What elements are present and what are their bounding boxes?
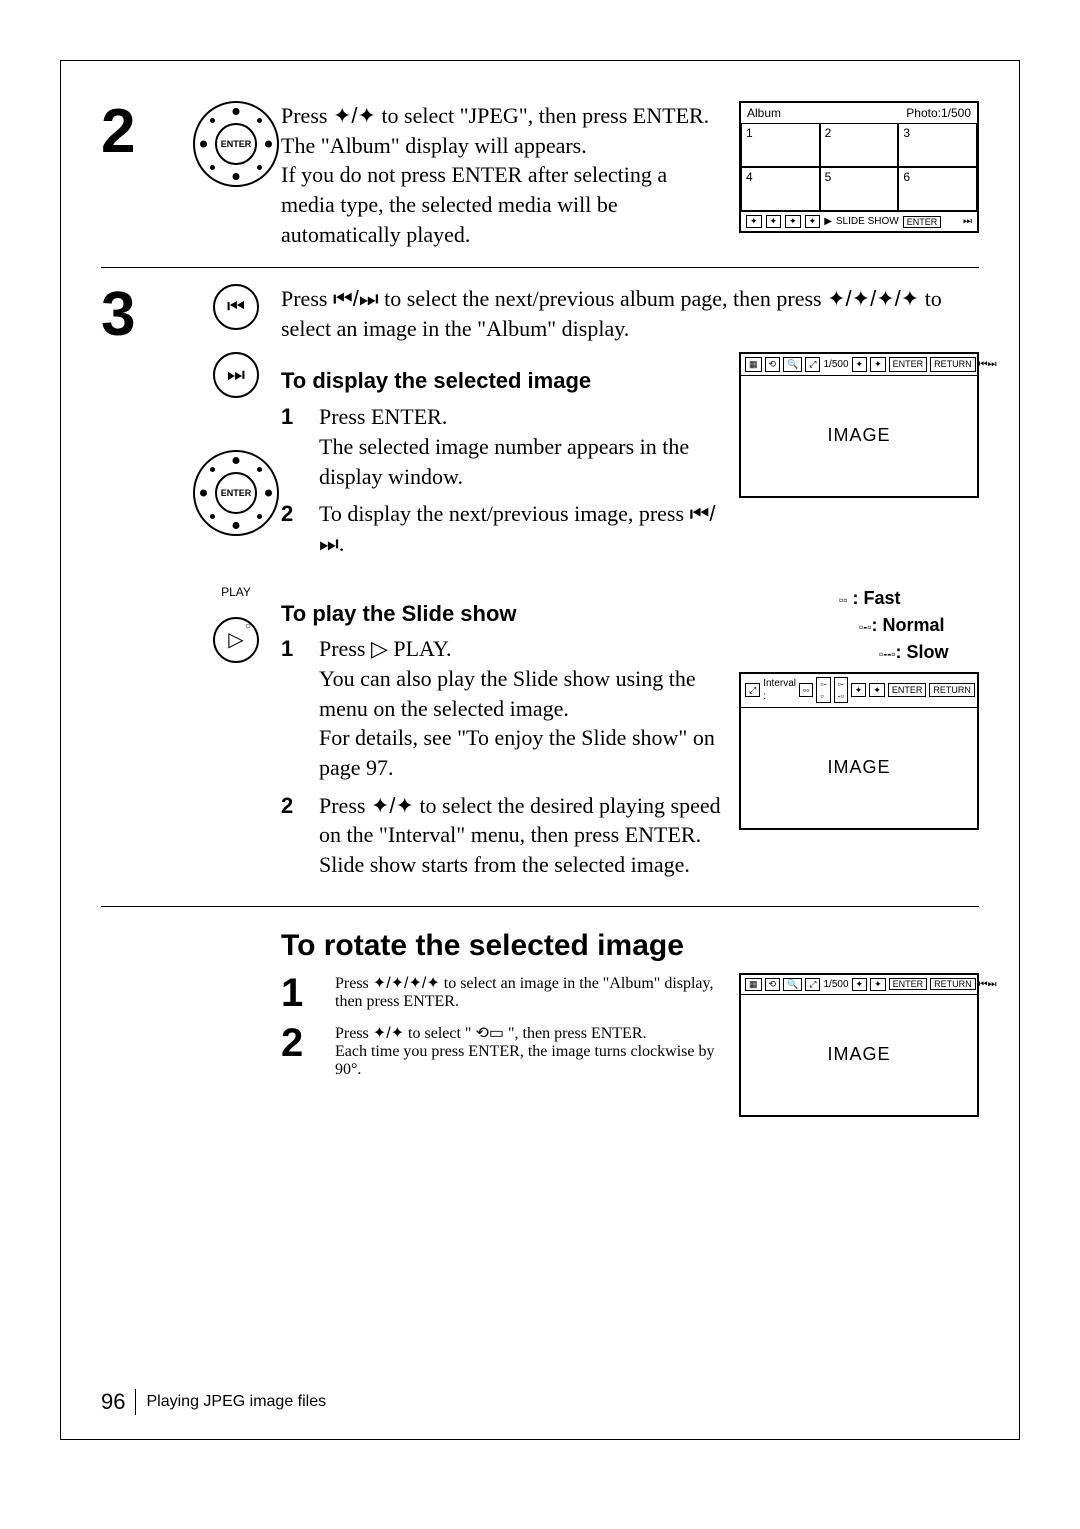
text: ", then press ENTER. [508,1025,647,1042]
slideshow-label: SLIDE SHOW [836,216,899,227]
play-button-icon: ○ ▷ [213,617,259,663]
separator [101,267,979,268]
enter-button-label: ENTER [215,472,257,514]
next-icon: ⏭ [227,364,245,387]
play-icon: ▷ [371,636,388,661]
leftright-icon: ✦/✦ [371,793,414,818]
text: to select "JPEG", then press ENTER. [381,103,709,128]
text: Press [281,286,333,311]
album-cell: 3 [898,123,977,167]
slideshow-body: To play the Slide show 1 Press ▷ PLAY. Y… [281,585,979,888]
page-frame: 2 ENTER Press ✦/✦ to select "JPEG", then… [60,60,1020,1440]
page-footer: 96 Playing JPEG image files [101,1389,326,1415]
slow-label: : Slow [896,642,949,662]
text: Press ENTER. [319,404,447,429]
enter-box: ENTER [888,683,927,697]
play-icon-col: PLAY ○ ▷ [191,585,281,663]
text: Slide show starts from the selected imag… [319,852,690,877]
step-2-icons: ENTER [191,101,281,187]
return-box: RETURN [930,357,976,371]
image-placeholder: IMAGE [741,708,977,828]
album-cell: 5 [820,167,899,211]
text: PLAY. [393,636,451,661]
step-number-2: 2 [101,101,191,163]
album-figure: Album Photo:1/500 1 2 3 4 5 6 ✦✦✦✦ ▶ SLI… [739,101,979,233]
play-icon: ▷ [228,627,243,652]
enter-box: ENTER [889,978,928,990]
allfour-icon: ✦/✦/✦/✦ [373,975,440,992]
return-box: RETURN [929,683,975,697]
text: The "Album" display will appears. [281,131,721,161]
text: Press [319,636,371,661]
play-label: PLAY [221,585,251,599]
album-counter: Photo:1/500 [906,106,971,120]
step-3-icons-top: ⏮ [191,284,281,330]
section-heading-rotate: To rotate the selected image [281,929,979,963]
leftright-icon: ✦/✦ [373,1025,404,1042]
enter-box: ENTER [903,216,942,228]
display-selected-body: To display the selected image 1 Press EN… [281,352,979,566]
image-placeholder: IMAGE [741,376,977,496]
enter-box: ENTER [889,357,928,371]
fast-label: : Fast [853,588,901,608]
interval-prefix: Interval : [763,677,796,704]
separator [101,906,979,907]
chapter-title: Playing JPEG image files [146,1393,326,1411]
divider [135,1389,136,1415]
step-2: 2 ENTER Press ✦/✦ to select "JPEG", then… [101,101,979,249]
text: to select " [408,1025,471,1042]
step-2-body: Press ✦/✦ to select "JPEG", then press E… [281,101,721,249]
rotate-icon: ⟲▭ [475,1025,504,1042]
next-icon: ⏭ [963,216,972,227]
normal-label: : Normal [872,615,945,635]
text: Press [335,975,373,992]
rotate-section: To rotate the selected image 1 Press ✦/✦… [281,929,979,1117]
enter-button-label: ENTER [215,123,257,165]
image-placeholder: IMAGE [741,995,977,1115]
album-cell: 1 [741,123,820,167]
prev-icon: ⏮ [227,296,245,319]
subheading-slideshow: To play the Slide show [281,599,721,629]
display-selected-block: ⏭ ENTER To display the selected image 1 … [101,352,979,566]
image-display-figure: ▦⟲🔍⤢ 1/500 ✦✦ ENTER RETURN ⏮⏭ IMAGE [739,352,979,497]
text: To display the next/previous image, pres… [319,501,690,526]
counter: 1/500 [823,358,848,372]
text: Press [281,103,333,128]
slideshow-block: PLAY ○ ▷ To play the Slide show 1 Press … [101,585,979,888]
album-title: Album [747,106,781,120]
next-button-icon: ⏭ [213,352,259,398]
prev-button-icon: ⏮ [213,284,259,330]
dpad-enter-icon: ENTER [193,450,279,536]
dpad-enter-icon: ENTER [193,101,279,187]
text: If you do not press ENTER after selectin… [281,160,721,249]
text: to select the next/previous album page, … [384,286,827,311]
step-3-intro: Press ⏮/⏭ to select the next/previous al… [281,284,979,343]
subheading-display: To display the selected image [281,366,721,396]
step-3-icons-mid: ⏭ ENTER [191,352,281,536]
counter: 1/500 [823,979,848,990]
text: The selected image number appears in the… [319,434,689,489]
interval-figure: ⤢ Interval : ▫▫▫-▫▫--▫ ✦✦ ENTER RETURN I… [739,672,979,830]
album-cell: 4 [741,167,820,211]
text: Each time you press ENTER, the image tur… [335,1043,721,1079]
album-cell: 2 [820,123,899,167]
speed-labels: ▫▫ : Fast ▫-▫: Normal ▫--▫: Slow [739,585,979,666]
page-number: 96 [101,1389,125,1415]
rotate-figure: ▦⟲🔍⤢ 1/500 ✦✦ ENTER RETURN ⏮⏭ IMAGE [739,973,979,1117]
return-box: RETURN [930,978,976,990]
updown-icon: ✦/✦ [333,103,376,128]
allfour-icon: ✦/✦/✦/✦ [827,286,919,311]
step-number-3: 3 [101,284,191,346]
step-3: 3 ⏮ Press ⏮/⏭ to select the next/previou… [101,284,979,346]
text: Press [319,793,371,818]
prevnext-icon: ⏮/⏭ [333,286,379,311]
text: You can also play the Slide show using t… [319,666,696,721]
text: Press [335,1025,373,1042]
text: For details, see "To enjoy the Slide sho… [319,725,715,780]
album-cell: 6 [898,167,977,211]
